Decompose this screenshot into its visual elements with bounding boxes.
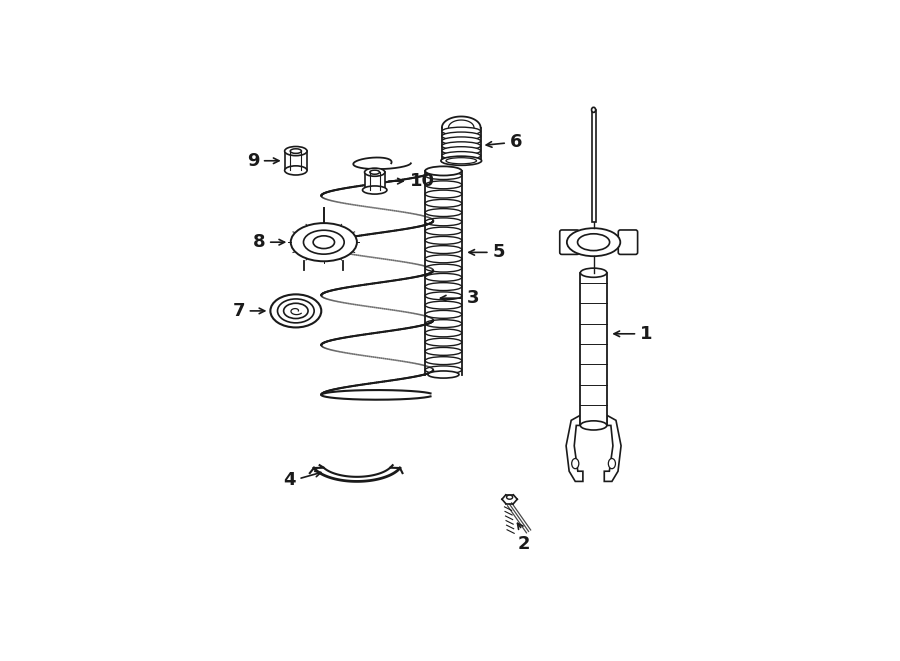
Ellipse shape (442, 142, 481, 150)
Ellipse shape (442, 147, 481, 155)
Ellipse shape (425, 311, 462, 319)
Ellipse shape (425, 255, 462, 263)
Polygon shape (566, 415, 583, 481)
Ellipse shape (303, 230, 344, 254)
Ellipse shape (425, 181, 462, 189)
Ellipse shape (290, 149, 302, 153)
Ellipse shape (284, 166, 307, 175)
Bar (364, 173, 385, 190)
Ellipse shape (370, 170, 380, 175)
Ellipse shape (425, 227, 462, 235)
Bar (591, 110, 596, 222)
Ellipse shape (425, 329, 462, 337)
Ellipse shape (507, 495, 513, 499)
Ellipse shape (608, 459, 616, 469)
Ellipse shape (578, 234, 609, 251)
Ellipse shape (580, 421, 607, 430)
Text: 4: 4 (284, 471, 296, 489)
FancyBboxPatch shape (618, 230, 637, 254)
FancyBboxPatch shape (560, 230, 579, 254)
Ellipse shape (425, 320, 462, 328)
Ellipse shape (425, 292, 462, 300)
Ellipse shape (425, 200, 462, 208)
Ellipse shape (425, 301, 462, 309)
Ellipse shape (425, 357, 462, 365)
Ellipse shape (313, 236, 335, 249)
Bar (580, 273, 607, 426)
Ellipse shape (291, 223, 357, 261)
Ellipse shape (425, 348, 462, 356)
Ellipse shape (284, 303, 308, 319)
Text: 9: 9 (247, 152, 259, 170)
Ellipse shape (580, 268, 607, 278)
Ellipse shape (572, 459, 579, 469)
Polygon shape (604, 415, 621, 481)
Ellipse shape (425, 218, 462, 226)
Text: 3: 3 (466, 289, 479, 307)
Ellipse shape (446, 158, 476, 164)
Ellipse shape (425, 209, 462, 217)
Ellipse shape (363, 186, 387, 194)
Ellipse shape (425, 172, 462, 180)
Text: 10: 10 (410, 172, 436, 190)
Ellipse shape (270, 294, 321, 327)
Ellipse shape (428, 371, 459, 378)
Text: 1: 1 (640, 325, 652, 343)
Ellipse shape (425, 338, 462, 346)
Text: 7: 7 (232, 302, 245, 320)
Ellipse shape (284, 147, 307, 156)
Ellipse shape (425, 237, 462, 245)
Ellipse shape (442, 137, 481, 145)
Ellipse shape (425, 167, 462, 176)
Ellipse shape (567, 228, 620, 256)
Bar (284, 151, 307, 171)
Ellipse shape (364, 168, 385, 176)
Ellipse shape (441, 156, 482, 165)
Ellipse shape (442, 127, 481, 136)
Ellipse shape (425, 190, 462, 198)
Ellipse shape (425, 246, 462, 254)
Ellipse shape (425, 274, 462, 282)
Ellipse shape (425, 264, 462, 272)
Ellipse shape (425, 283, 462, 291)
Text: 8: 8 (253, 233, 266, 251)
Ellipse shape (277, 299, 314, 323)
Ellipse shape (442, 132, 481, 140)
Text: 2: 2 (518, 535, 530, 553)
Text: 6: 6 (509, 133, 522, 151)
Text: 5: 5 (492, 243, 505, 261)
Ellipse shape (425, 366, 462, 374)
Ellipse shape (442, 151, 481, 160)
Ellipse shape (591, 107, 596, 112)
